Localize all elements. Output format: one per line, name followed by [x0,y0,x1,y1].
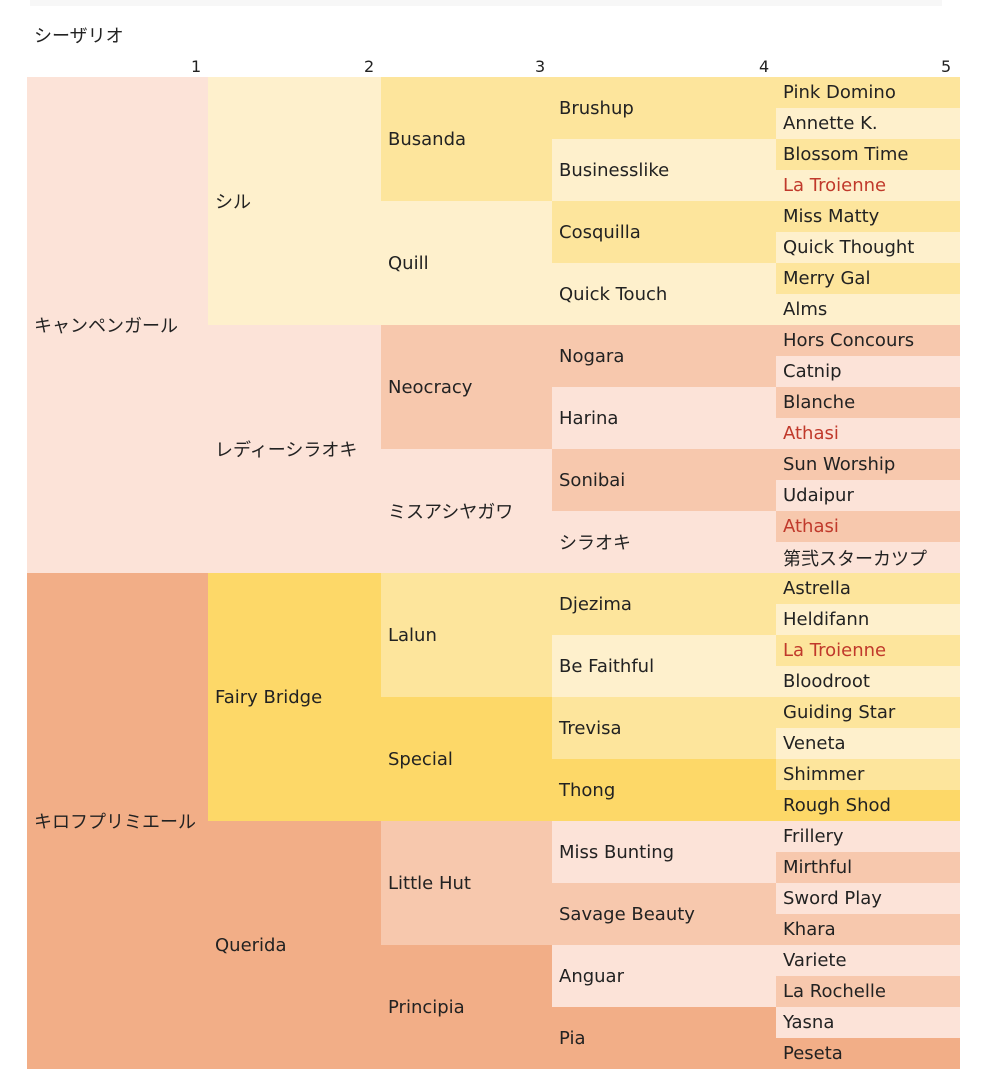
chart-title: シーザリオ [34,26,124,47]
ancestor-gen5: Merry Gal [776,263,960,294]
top-band [30,0,942,6]
ancestor-gen5: Miss Matty [776,201,960,232]
ancestor-gen5: Heldifann [776,604,960,635]
ancestor-gen5: Variete [776,945,960,976]
ancestor-gen3: Special [381,697,552,821]
ancestor-gen4: Thong [552,759,776,821]
ancestor-gen4: Savage Beauty [552,883,776,945]
ancestor-gen4: Nogara [552,325,776,387]
ancestor-gen4: Anguar [552,945,776,1007]
ancestor-gen5: Sword Play [776,883,960,914]
ancestor-gen5: Frillery [776,821,960,852]
ancestor-gen5: Shimmer [776,759,960,790]
ancestor-gen5: Astrella [776,573,960,604]
ancestor-gen5: Pink Domino [776,77,960,108]
ancestor-gen1: キロフプリミエール [27,573,208,1069]
ancestor-gen3: Busanda [381,77,552,201]
generation-label-1: 1 [191,57,202,76]
ancestor-gen5: Khara [776,914,960,945]
ancestor-gen5: Yasna [776,1007,960,1038]
ancestor-gen3: Lalun [381,573,552,697]
ancestor-gen5: Hors Concours [776,325,960,356]
ancestor-gen4: Cosquilla [552,201,776,263]
ancestor-gen5: La Rochelle [776,976,960,1007]
ancestor-gen4: Trevisa [552,697,776,759]
generation-label-2: 2 [364,57,375,76]
ancestor-gen4: Harina [552,387,776,449]
ancestor-gen4: Sonibai [552,449,776,511]
ancestor-gen5: Catnip [776,356,960,387]
ancestor-gen5: Athasi [776,511,960,542]
ancestor-gen4: シラオキ [552,511,776,573]
ancestor-gen4: Miss Bunting [552,821,776,883]
ancestor-gen3: Neocracy [381,325,552,449]
generation-label-3: 3 [535,57,546,76]
ancestor-gen5: 第弐スターカツプ [776,542,960,573]
ancestor-gen3: Principia [381,945,552,1069]
ancestor-gen5: Rough Shod [776,790,960,821]
ancestor-gen5: Quick Thought [776,232,960,263]
ancestor-gen5: Udaipur [776,480,960,511]
ancestor-gen3: Little Hut [381,821,552,945]
ancestor-gen2: レディーシラオキ [208,325,381,573]
ancestor-gen2: Fairy Bridge [208,573,381,821]
ancestor-gen4: Brushup [552,77,776,139]
ancestor-gen3: ミスアシヤガワ [381,449,552,573]
ancestor-gen3: Quill [381,201,552,325]
ancestor-gen2: Querida [208,821,381,1069]
ancestor-gen5: Bloodroot [776,666,960,697]
ancestor-gen5: La Troienne [776,635,960,666]
ancestor-gen5: La Troienne [776,170,960,201]
generation-label-5: 5 [941,57,952,76]
ancestor-gen4: Pia [552,1007,776,1069]
ancestor-gen5: Sun Worship [776,449,960,480]
ancestor-gen4: Businesslike [552,139,776,201]
ancestor-gen5: Blanche [776,387,960,418]
ancestor-gen5: Guiding Star [776,697,960,728]
ancestor-gen5: Peseta [776,1038,960,1069]
ancestor-gen5: Annette K. [776,108,960,139]
ancestor-gen1: キャンペンガール [27,77,208,573]
ancestor-gen2: シル [208,77,381,325]
generation-label-4: 4 [759,57,770,76]
ancestor-gen4: Be Faithful [552,635,776,697]
ancestor-gen4: Quick Touch [552,263,776,325]
ancestor-gen5: Veneta [776,728,960,759]
ancestor-gen5: Athasi [776,418,960,449]
ancestor-gen5: Alms [776,294,960,325]
ancestor-gen5: Mirthful [776,852,960,883]
ancestor-gen5: Blossom Time [776,139,960,170]
ancestor-gen4: Djezima [552,573,776,635]
